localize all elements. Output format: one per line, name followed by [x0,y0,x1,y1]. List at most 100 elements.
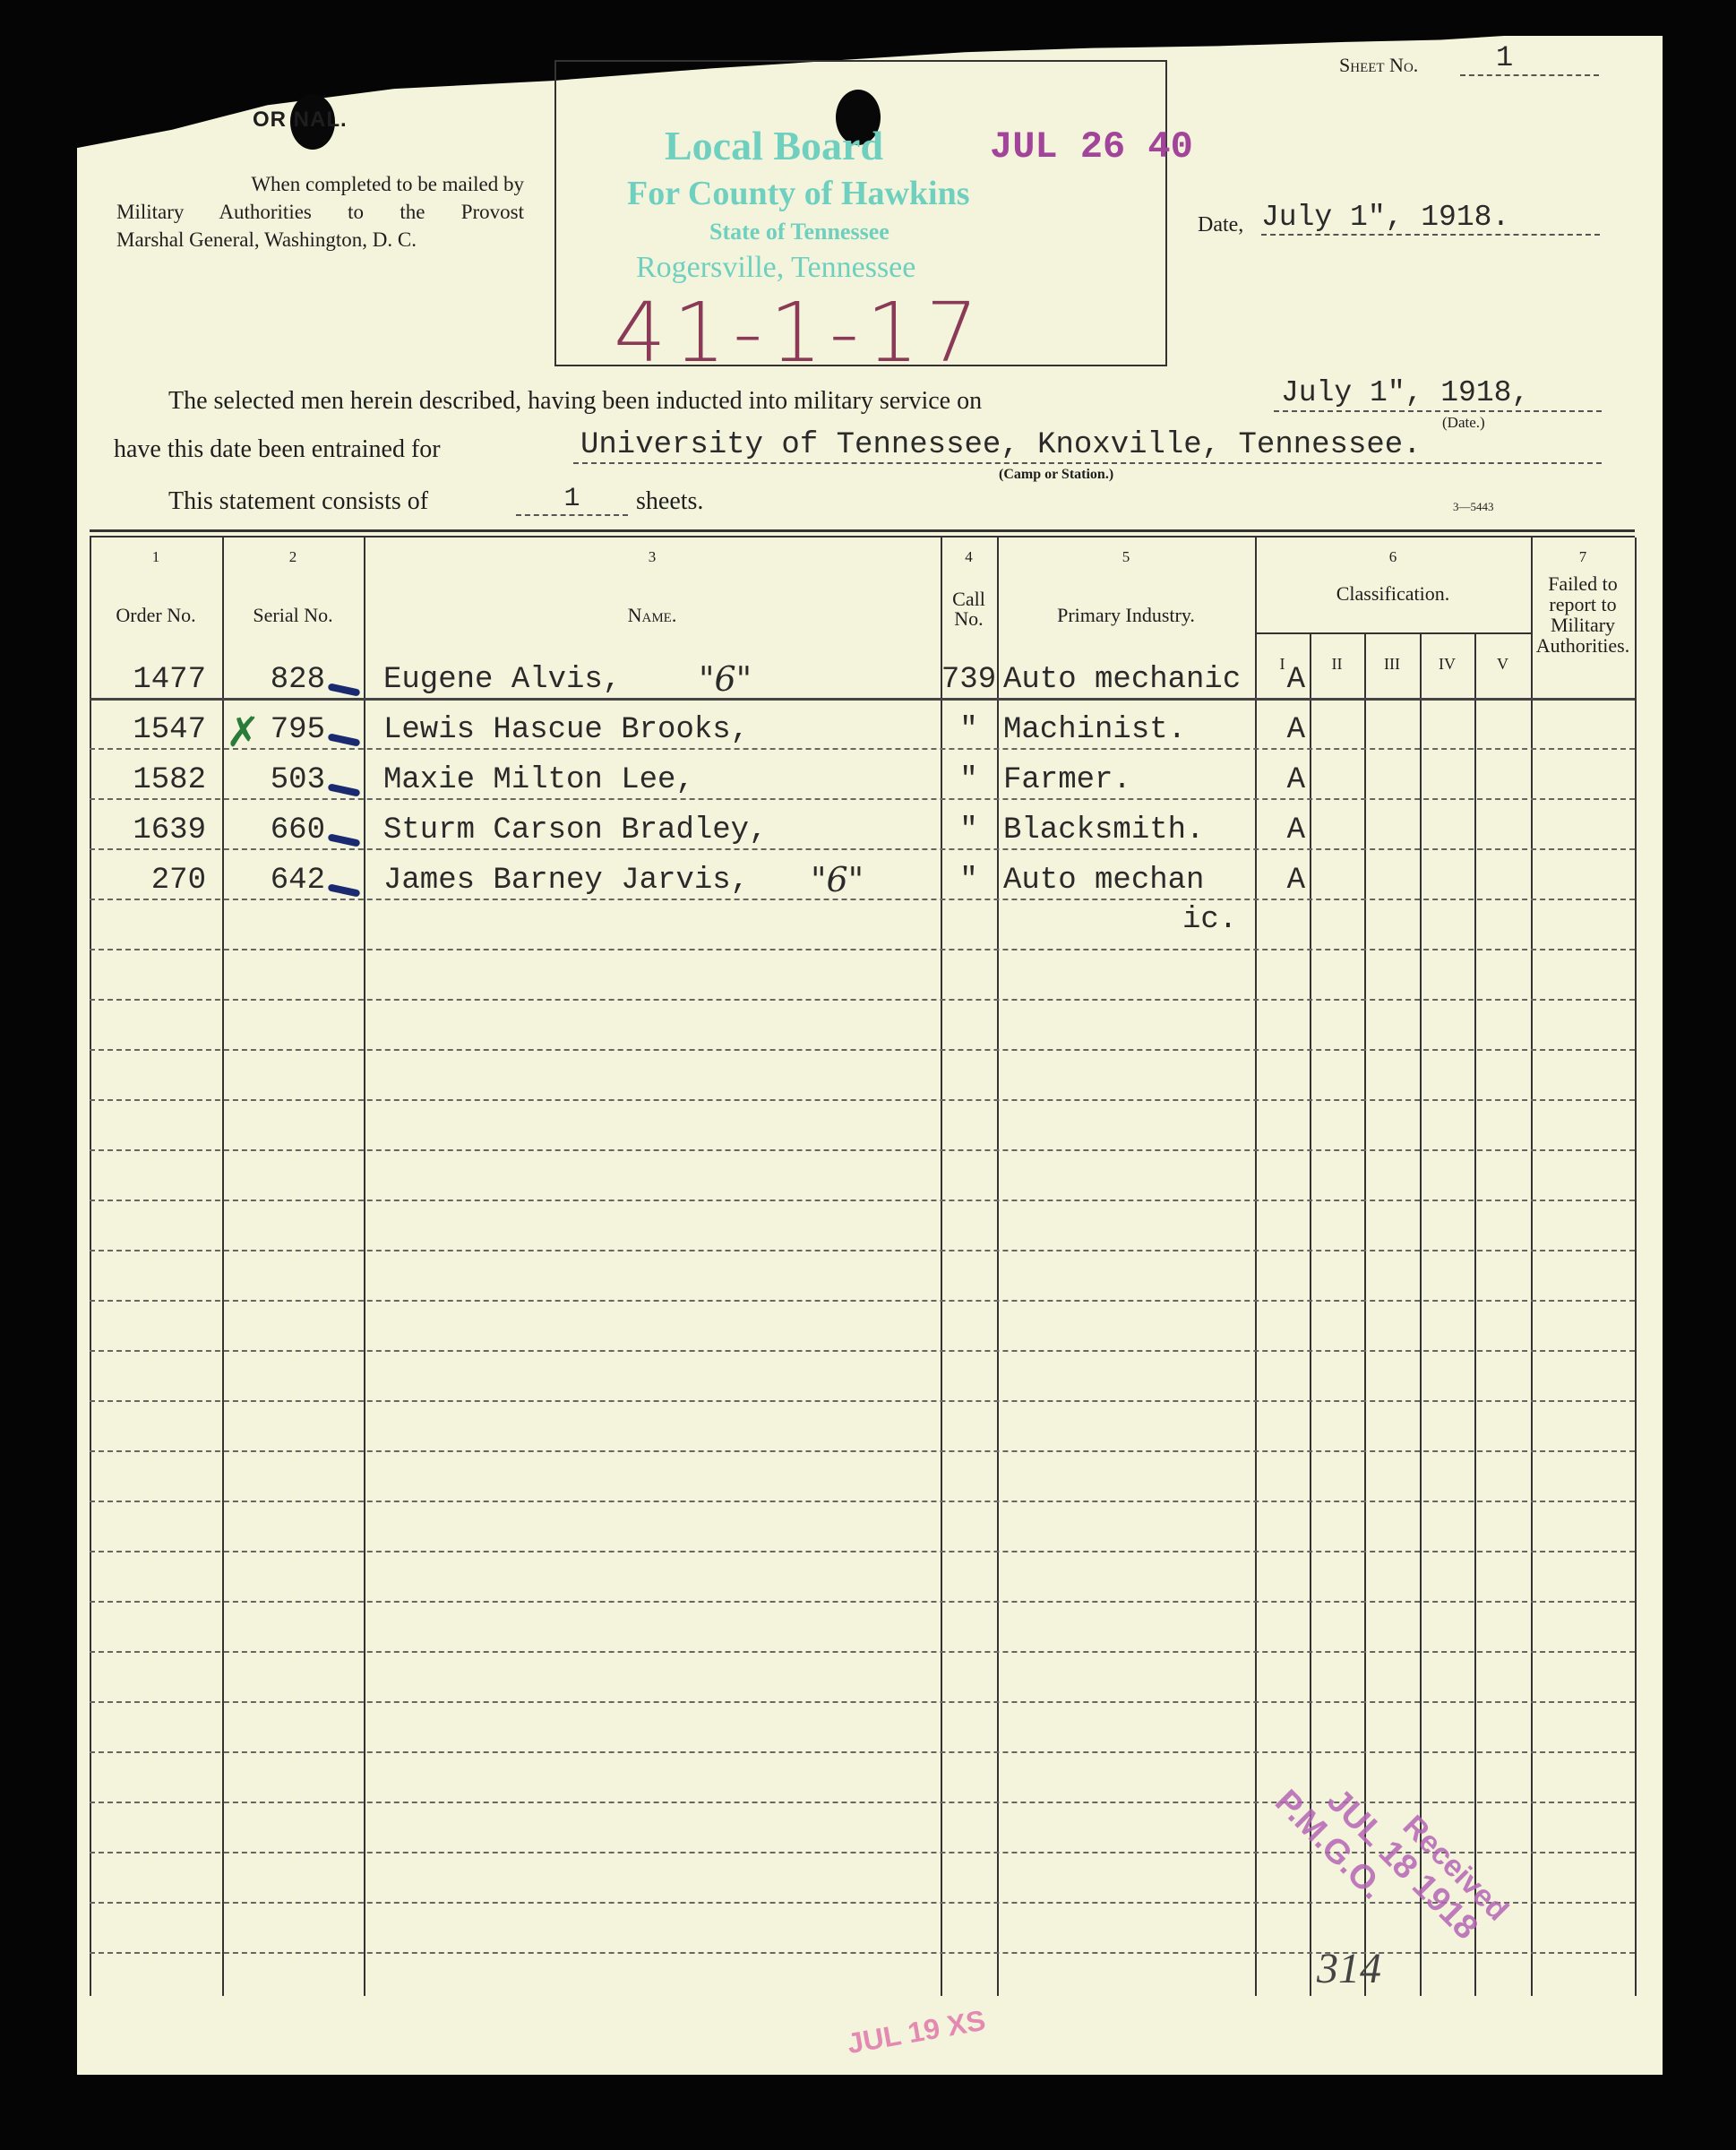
row-rule [90,1601,1635,1603]
row-rule [90,698,1635,701]
cell-industry: Blacksmith. [1003,813,1205,847]
green-x-mark: ✗ [226,708,261,756]
header-call-no: Call No. [952,588,985,630]
row-rule [90,1300,1635,1302]
row-rule [90,1852,1635,1853]
row-rule [90,1902,1635,1904]
row-rule [90,1551,1635,1552]
class-subcolumn-header: V [1497,655,1508,673]
local-board-stamp-line: Rogersville, Tennessee [636,251,916,284]
column-divider [222,538,224,1996]
local-board-stamp-line: State of Tennessee [709,219,889,245]
cell-call: " [959,813,978,847]
row-rule [90,1149,1635,1151]
mailing-note-line: Marshal General, Washington, D. C. [116,228,417,251]
class-subcolumn-divider [1474,632,1476,1996]
column-number: 7 [1578,548,1587,565]
cell-industry: Auto mechan [1003,864,1205,898]
original-label: OR NAL. [253,108,348,132]
header-primary-industry: Primary Industry. [1057,604,1195,626]
destination-caption: (Camp or Station.) [999,467,1114,482]
cell-name: Maxie Milton Lee, [383,763,694,797]
punch-hole [290,94,335,150]
statement-line-1: The selected men herein described, havin… [168,387,983,415]
destination: University of Tennessee, Knoxville, Tenn… [573,428,1602,464]
column-divider [941,538,942,1996]
column-number: 2 [288,548,297,565]
row-rule [90,1099,1635,1101]
cell-class: A [1286,864,1305,898]
mailing-note-line: Military Authorities to the Provost [116,201,524,223]
cell-serial: 795 [270,713,325,747]
cell-industry_overflow: ic. [1182,903,1238,937]
cell-mark: "6" [811,860,864,899]
date-caption: (Date.) [1442,414,1485,431]
cell-name: Eugene Alvis, [383,663,622,697]
mailing-note-line: When completed to be mailed by [251,173,524,195]
statement-line-3: This statement consists of [168,487,429,515]
row-rule [90,949,1635,950]
classification-subheader-rule [1255,632,1531,634]
cell-serial: 642 [270,864,325,898]
header-order-no: Order No. [116,604,196,626]
cell-call: " [959,763,978,797]
row-rule [90,848,1635,850]
row-rule [90,899,1635,900]
cell-order: 1582 [133,763,206,797]
row-rule [90,798,1635,800]
row-rule [90,1501,1635,1502]
handwritten-number: 314 [1317,1945,1381,1992]
column-number: 1 [151,548,160,565]
document-sheet [77,36,1663,2075]
cell-order: 270 [150,864,206,898]
class-subcolumn-header: II [1331,655,1343,673]
local-board-stamp-box [554,60,1167,366]
cell-mark: "6" [699,659,752,699]
cell-industry: Auto mechanic [1003,663,1242,697]
date-received-stamp: JUL 26 40 [990,125,1193,168]
row-rule [90,1751,1635,1753]
cell-class: A [1286,713,1305,747]
punch-hole [836,90,881,145]
column-divider [364,538,365,1996]
class-subcolumn-divider [1420,632,1422,1996]
cell-order: 1477 [133,663,206,697]
column-number: 5 [1122,548,1130,565]
class-subcolumn-header: IV [1439,655,1456,673]
cell-call: 739 [941,663,997,697]
column-number: 3 [648,548,657,565]
header-name: Name. [627,604,677,626]
row-rule [90,1049,1635,1051]
sheet-count: 1 [516,484,628,516]
form-number: 3—5443 [1453,500,1494,513]
cell-name: Lewis Hascue Brooks, [383,713,750,747]
cell-serial: 660 [270,813,325,847]
date-value: July 1", 1918. [1261,201,1600,236]
header-classification: Classification. [1336,582,1450,605]
row-rule [90,1701,1635,1703]
mailing-note: When completed to be mailed by Military … [116,170,524,254]
class-subcolumn-divider [1364,632,1366,1996]
cell-order: 1639 [133,813,206,847]
class-subcolumn-divider [1310,632,1311,1996]
row-rule [90,999,1635,1001]
column-divider [1255,538,1257,1996]
row-rule [90,1802,1635,1803]
statement-line-2: have this date been entrained for [114,435,441,463]
cell-industry: Farmer. [1003,763,1131,797]
row-rule [90,1651,1635,1653]
local-board-stamp-line: Local Board [665,123,884,168]
cell-industry: Machinist. [1003,713,1187,747]
column-divider [90,538,91,1996]
cell-serial: 503 [270,763,325,797]
induction-date: July 1", 1918, [1274,376,1602,412]
row-rule [90,748,1635,750]
date-label: Date, [1198,213,1244,236]
row-rule [90,1250,1635,1251]
table-top-rule [90,529,1635,538]
header-serial-no: Serial No. [253,604,333,626]
row-rule [90,1350,1635,1352]
cell-name: James Barney Jarvis, [383,864,750,898]
cell-class: A [1286,663,1305,697]
cell-serial: 828 [270,663,325,697]
